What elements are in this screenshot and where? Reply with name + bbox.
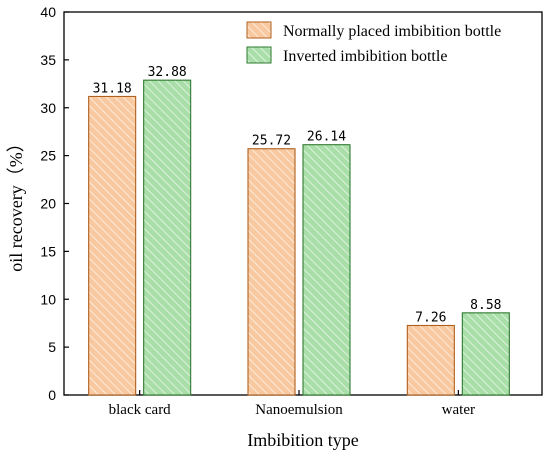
y-tick-label: 5: [48, 339, 56, 355]
data-label: 25.72: [252, 134, 291, 149]
legend-swatch-inverted: [246, 46, 272, 64]
x-tick-label: water: [442, 402, 475, 418]
data-label: 7.26: [415, 310, 446, 325]
data-labels: 31.18 32.88 25.72 26.14 7.26 8.58: [93, 65, 502, 325]
y-tick-label: 40: [40, 4, 56, 20]
bar-1-2: [461, 312, 510, 396]
data-label: 8.58: [470, 298, 501, 313]
x-tick-label: Nanoemulsion: [255, 402, 343, 418]
x-axis: black card Nanoemulsion water: [109, 390, 475, 418]
data-label: 32.88: [148, 65, 187, 80]
y-tick-label: 0: [48, 387, 56, 403]
bar-0-1: [247, 148, 296, 396]
y-tick-label: 25: [40, 148, 56, 164]
y-axis: 0 5 10 15 20 25 30 35 40: [40, 4, 69, 403]
y-tick-label: 20: [40, 196, 56, 212]
bar-1-1: [302, 144, 351, 396]
y-tick-label: 15: [40, 243, 56, 259]
bars: [88, 79, 510, 396]
bar-0-2: [406, 324, 455, 396]
legend: Normally placed imbibition bottle Invert…: [246, 21, 501, 65]
x-tick-label: black card: [109, 402, 172, 418]
legend-label-normally-placed: Normally placed imbibition bottle: [283, 23, 501, 40]
legend-swatch-normally-placed: [246, 21, 272, 39]
data-label: 31.18: [93, 81, 132, 96]
bar-1-0: [143, 79, 192, 396]
x-axis-title: Imbibition type: [247, 430, 359, 450]
y-tick-label: 35: [40, 52, 56, 68]
data-label: 26.14: [307, 130, 346, 145]
y-axis-title: oil recovery（%）: [6, 134, 26, 271]
legend-label-inverted: Inverted imbibition bottle: [283, 48, 447, 65]
bar-0-0: [88, 95, 137, 396]
y-tick-label: 30: [40, 100, 56, 116]
y-tick-label: 10: [40, 291, 56, 307]
